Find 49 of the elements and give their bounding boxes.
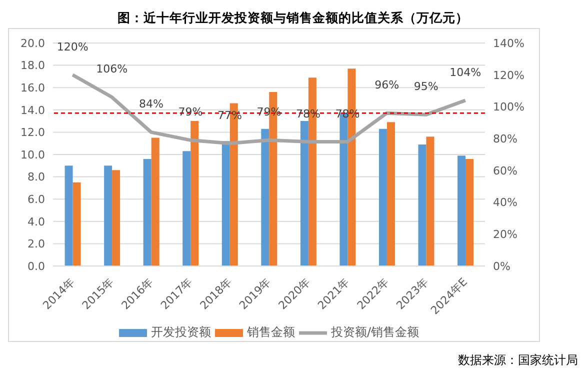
bar [378,128,387,266]
legend-label: 投资额/销售金额 [330,324,420,341]
bar [458,156,466,266]
y-tick-label: 14.0 [20,104,45,117]
bar [386,122,395,266]
y2-tick-label: 40% [493,196,518,210]
y-tick-label: 12.0 [20,126,45,140]
y-tick-label: 16.0 [20,82,45,95]
bar [64,166,73,266]
legend-label: 销售金额 [246,324,295,341]
bar [300,121,308,266]
bar [182,151,191,266]
bar [104,166,112,266]
bar [222,141,230,266]
source-note: 数据来源：国家统计局 [457,352,578,369]
data-label: 104% [450,66,482,79]
bar [151,138,160,266]
data-label: 96% [374,78,400,92]
data-label: 120% [56,40,88,54]
bar [143,158,152,266]
y2-tick-label: 120% [493,68,524,82]
y-tick-label: 6.0 [28,193,45,206]
y2-tick-label: 20% [493,228,518,242]
y2-tick-label: 140% [493,36,524,50]
y2-tick-label: 100% [493,100,524,114]
bar [261,128,270,266]
y-tick-label: 20.0 [20,36,45,50]
bar [190,121,199,266]
bar [418,144,426,266]
y-tick-label: 0.0 [28,260,45,273]
y2-tick-label: 0% [493,260,510,273]
bar [466,158,474,266]
data-label: 106% [96,62,128,76]
y2-tick-label: 60% [493,164,518,178]
data-label: 79% [178,106,203,119]
legend-label: 开发投资额 [150,324,211,341]
y-tick-label: 10.0 [20,148,45,162]
data-label: 95% [414,80,438,94]
y-tick-label: 18.0 [20,59,45,72]
chart-title: 图：近十年行业开发投资额与销售金额的比值关系（万亿元） [116,9,470,27]
bar [72,182,81,266]
bar [426,136,434,266]
bar [112,170,120,266]
y-tick-label: 8.0 [28,170,45,184]
data-label: 84% [138,98,164,111]
y2-tick-label: 80% [493,132,518,146]
y-tick-label: 2.0 [28,238,45,251]
data-label: 78% [335,107,360,120]
y-tick-label: 4.0 [28,215,45,228]
